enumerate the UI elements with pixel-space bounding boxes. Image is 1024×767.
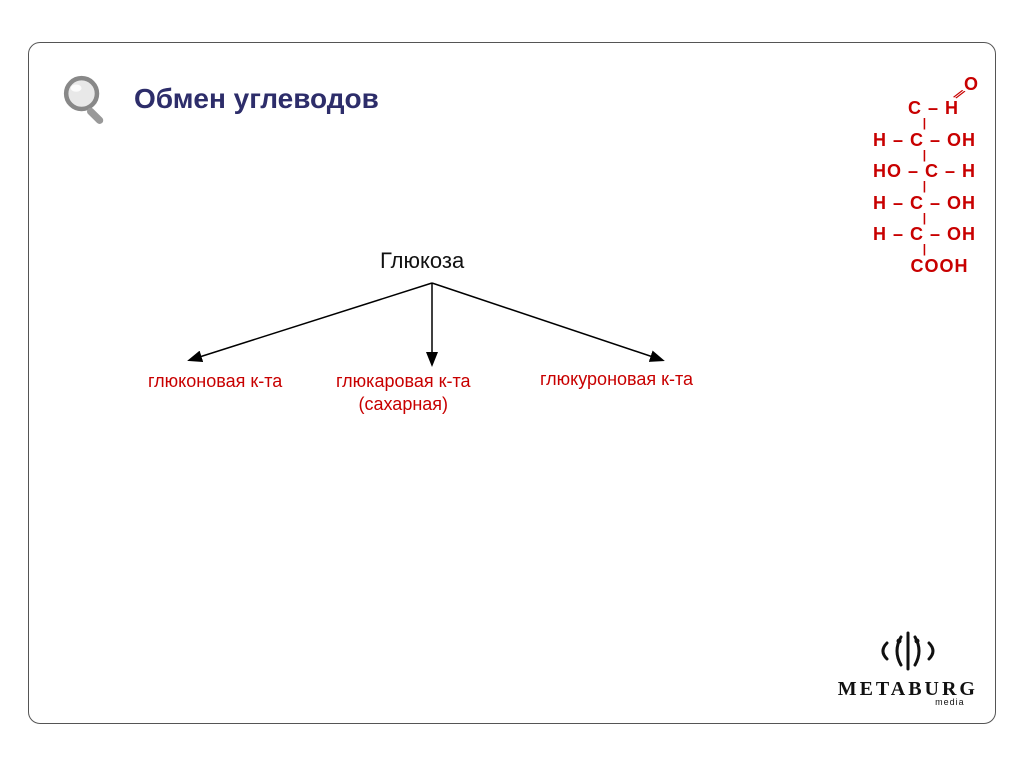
chem-row-1: C – H bbox=[873, 99, 976, 117]
chem-row-3: HO – C – H bbox=[873, 162, 976, 180]
chem-o: O bbox=[964, 75, 978, 93]
arrows-svg bbox=[150, 278, 710, 378]
page-title: Обмен углеводов bbox=[134, 83, 379, 115]
product-2-line2: (сахарная) bbox=[359, 394, 449, 414]
chem-row-6: COOH bbox=[873, 257, 976, 275]
logo-sub: media bbox=[880, 697, 1020, 707]
product-2: глюкаровая к-та (сахарная) bbox=[336, 370, 471, 417]
chem-row-5: H – C – OH bbox=[873, 225, 976, 243]
logo-icon bbox=[873, 629, 943, 673]
chemical-structure: O ∕∕ C – H | H – C – OH | HO – C – H | H… bbox=[873, 75, 976, 277]
magnifier-icon bbox=[58, 70, 116, 128]
center-node: Глюкоза bbox=[380, 248, 464, 274]
title-block: Обмен углеводов bbox=[58, 70, 379, 128]
product-1-line1: глюконовая к-та bbox=[148, 371, 282, 391]
chem-row-4: H – C – OH bbox=[873, 194, 976, 212]
product-3: глюкуроновая к-та bbox=[540, 368, 693, 391]
logo: METABURG media bbox=[838, 629, 978, 711]
product-1: глюконовая к-та bbox=[148, 370, 282, 393]
product-2-line1: глюкаровая к-та bbox=[336, 371, 471, 391]
chem-row-2: H – C – OH bbox=[873, 131, 976, 149]
product-3-line1: глюкуроновая к-та bbox=[540, 369, 693, 389]
